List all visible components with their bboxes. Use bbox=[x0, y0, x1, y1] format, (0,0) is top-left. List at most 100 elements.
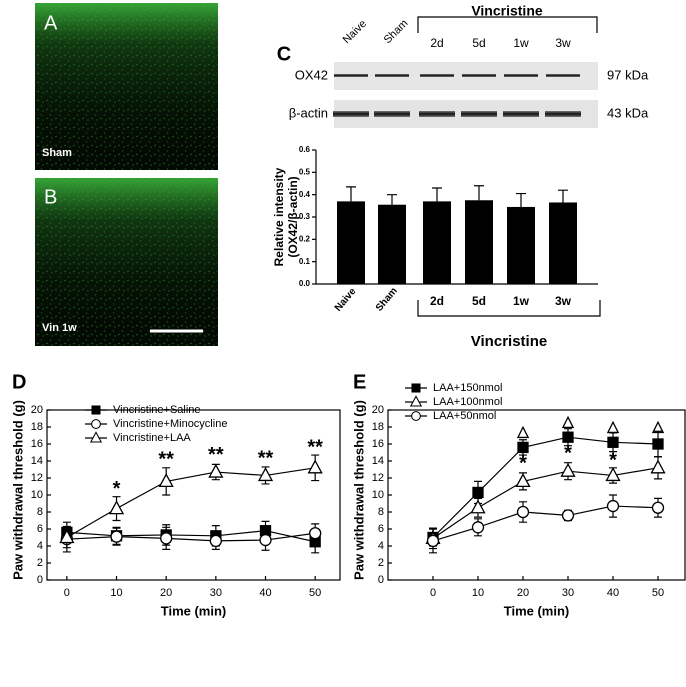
blot-size: 43 kDa bbox=[607, 105, 649, 120]
annotation: △ bbox=[606, 418, 619, 435]
y-tick-label: 16 bbox=[31, 438, 43, 450]
marker bbox=[470, 499, 486, 514]
x-tick-label: 50 bbox=[309, 587, 321, 599]
y-tick-label: 16 bbox=[372, 438, 384, 450]
y-tick-label: 20 bbox=[372, 404, 384, 416]
y-axis-label: (OX42/β-actin) bbox=[286, 176, 300, 257]
legend-label: Vincristine+LAA bbox=[113, 432, 191, 444]
blot-band bbox=[375, 74, 409, 77]
error-bar bbox=[432, 187, 442, 202]
legend-marker bbox=[89, 431, 103, 443]
annotation: ** bbox=[307, 437, 323, 459]
y-tick-label: 10 bbox=[372, 489, 384, 501]
y-axis-label: Paw withdrawal threshold (g) bbox=[351, 400, 366, 580]
marker bbox=[426, 534, 440, 548]
marker bbox=[257, 467, 274, 482]
y-tick-label: 18 bbox=[31, 421, 43, 433]
x-axis-label: Time (min) bbox=[504, 603, 570, 618]
x-tick-label: Sham bbox=[374, 286, 400, 314]
marker bbox=[651, 501, 665, 514]
annotation: △ bbox=[651, 418, 664, 435]
y-tick-label: 18 bbox=[372, 421, 384, 433]
legend-label: LAA+100nmol bbox=[433, 396, 502, 408]
bar bbox=[378, 204, 406, 284]
y-tick-label: 14 bbox=[372, 455, 384, 467]
annotation: * bbox=[609, 449, 617, 471]
y-tick-label: 0.5 bbox=[299, 167, 311, 176]
series-line bbox=[432, 505, 659, 542]
annotation: * bbox=[113, 478, 121, 500]
image-label: Vin 1w bbox=[42, 322, 77, 334]
y-tick-label: 14 bbox=[31, 455, 43, 467]
group-bracket bbox=[417, 16, 598, 33]
lane-label: 2d bbox=[430, 36, 443, 50]
lane-label: Naive bbox=[341, 18, 369, 46]
series-line bbox=[66, 467, 316, 539]
micrograph-b bbox=[35, 178, 218, 346]
legend-marker bbox=[91, 419, 101, 429]
y-axis-label: Paw withdrawal threshold (g) bbox=[10, 400, 25, 580]
error-bar bbox=[387, 194, 397, 205]
blot-band bbox=[333, 111, 369, 117]
annotation: △ bbox=[516, 423, 529, 440]
blot-row-label: β-actin bbox=[289, 105, 328, 120]
panel-letter: E bbox=[353, 371, 366, 393]
x-tick-label: 2d bbox=[430, 294, 444, 308]
y-tick-label: 12 bbox=[31, 472, 43, 484]
blot-band bbox=[334, 74, 368, 77]
series-line bbox=[432, 467, 659, 539]
y-tick-label: 6 bbox=[37, 523, 43, 535]
y-tick-label: 0 bbox=[378, 574, 384, 586]
error-bar bbox=[346, 186, 356, 202]
marker bbox=[59, 529, 75, 544]
error-bar bbox=[516, 192, 526, 207]
blot-band bbox=[545, 111, 581, 117]
x-tick-label: 40 bbox=[259, 587, 271, 599]
marker bbox=[562, 431, 574, 443]
annotation: * bbox=[519, 453, 527, 475]
y-tick-label: 0.4 bbox=[299, 190, 311, 199]
marker bbox=[652, 438, 664, 450]
x-tick-label: 20 bbox=[517, 587, 529, 599]
annotation: △ bbox=[561, 413, 574, 430]
x-tick-label: 10 bbox=[472, 587, 484, 599]
panel-letter: C bbox=[277, 43, 291, 65]
lane-label: Sham bbox=[382, 17, 411, 46]
group-label: Vincristine bbox=[471, 333, 547, 350]
marker bbox=[605, 467, 621, 482]
marker bbox=[108, 500, 125, 515]
marker bbox=[650, 459, 666, 474]
x-tick-label: 10 bbox=[110, 587, 122, 599]
marker bbox=[208, 463, 224, 478]
legend-label: LAA+150nmol bbox=[433, 382, 502, 394]
bar bbox=[507, 206, 535, 284]
marker bbox=[515, 473, 531, 488]
y-tick-label: 8 bbox=[37, 506, 43, 518]
marker bbox=[259, 533, 272, 547]
legend-marker bbox=[91, 405, 101, 415]
blot-band bbox=[546, 74, 580, 77]
plot-frame bbox=[387, 409, 686, 581]
marker bbox=[606, 499, 620, 513]
lane-label: 5d bbox=[472, 36, 485, 50]
panel-letter: A bbox=[44, 12, 58, 34]
error-bar bbox=[558, 189, 568, 203]
marker bbox=[516, 505, 530, 519]
marker bbox=[517, 441, 529, 454]
marker bbox=[309, 527, 322, 540]
marker bbox=[110, 530, 123, 543]
x-tick-label: 0 bbox=[64, 587, 70, 599]
series-line bbox=[432, 436, 659, 538]
x-axis-label: Time (min) bbox=[161, 603, 227, 618]
panel-letter: D bbox=[12, 371, 26, 393]
x-tick-label: 5d bbox=[472, 294, 486, 308]
panel-letter: B bbox=[44, 186, 57, 208]
legend-marker bbox=[409, 395, 423, 407]
legend-label: Vincristine+Minocycline bbox=[113, 418, 227, 430]
x-tick-label: 20 bbox=[160, 587, 172, 599]
legend-label: LAA+50nmol bbox=[433, 410, 496, 422]
x-tick-label: 50 bbox=[652, 587, 664, 599]
image-label: Sham bbox=[42, 147, 72, 159]
x-tick-label: Naive bbox=[333, 286, 359, 314]
